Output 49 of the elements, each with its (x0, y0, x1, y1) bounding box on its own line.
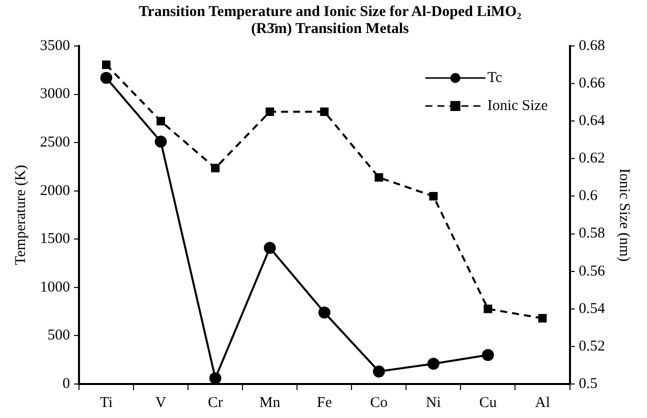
point (156, 116, 166, 126)
y2-tick-label: 0.52 (578, 338, 605, 354)
y2-tick-label: 0.6 (578, 188, 598, 204)
point (427, 358, 440, 370)
point (264, 242, 276, 254)
y-tick-label: 500 (48, 328, 70, 344)
x-tick-label: Co (370, 394, 388, 411)
y-tick-label: 1000 (40, 279, 70, 296)
y-tick-label: 3500 (40, 38, 70, 54)
legend-label: Tc (487, 70, 502, 86)
x-tick-label: Al (534, 394, 550, 411)
y2-tick-label: 0.56 (578, 263, 606, 280)
y2-tick-label: 0.68 (578, 38, 605, 54)
x-tick-label: V (155, 394, 166, 411)
y2-axis-title: Ionic Size (nm) (616, 168, 632, 262)
x-tick-label: Ni (426, 394, 441, 411)
y-tick-label: 2500 (40, 134, 70, 151)
y2-tick-label: 0.54 (578, 300, 606, 317)
point (320, 107, 329, 116)
x-tick-label: Cu (479, 394, 498, 411)
point (209, 372, 222, 384)
point (266, 107, 274, 116)
chart-title: Transition Temperature and Ionic Size for Al-Doped LiMO₂ (R3̄m) Transition Metals (138, 4, 522, 38)
y2-tick-label: 0.62 (578, 150, 605, 167)
point (154, 136, 167, 148)
x-tick-label: Cr (208, 394, 223, 411)
y-tick-label: 0 (62, 376, 70, 392)
point (372, 365, 385, 378)
y-tick-label: 3000 (40, 86, 70, 102)
y2-tick-label: 0.58 (578, 226, 605, 242)
y-tick-label: 1500 (40, 231, 70, 248)
point (482, 349, 494, 362)
y2-tick-label: 0.64 (578, 113, 606, 130)
point (318, 306, 330, 319)
point (374, 173, 384, 182)
y2-tick-label: 0.5 (578, 376, 598, 392)
point (102, 60, 111, 70)
x-tick-label: Ti (100, 394, 113, 411)
point (429, 192, 438, 200)
x-tick-label: Fe (316, 394, 332, 411)
point (211, 164, 220, 172)
point (484, 304, 492, 314)
point (100, 72, 112, 84)
point (538, 314, 547, 323)
legend-label: Ionic Size (487, 98, 548, 114)
y2-tick-label: 0.66 (578, 75, 606, 92)
y-tick-label: 2000 (40, 182, 70, 199)
y-axis-title: Temperature (K) (12, 164, 29, 266)
x-tick-label: Mn (259, 394, 281, 411)
